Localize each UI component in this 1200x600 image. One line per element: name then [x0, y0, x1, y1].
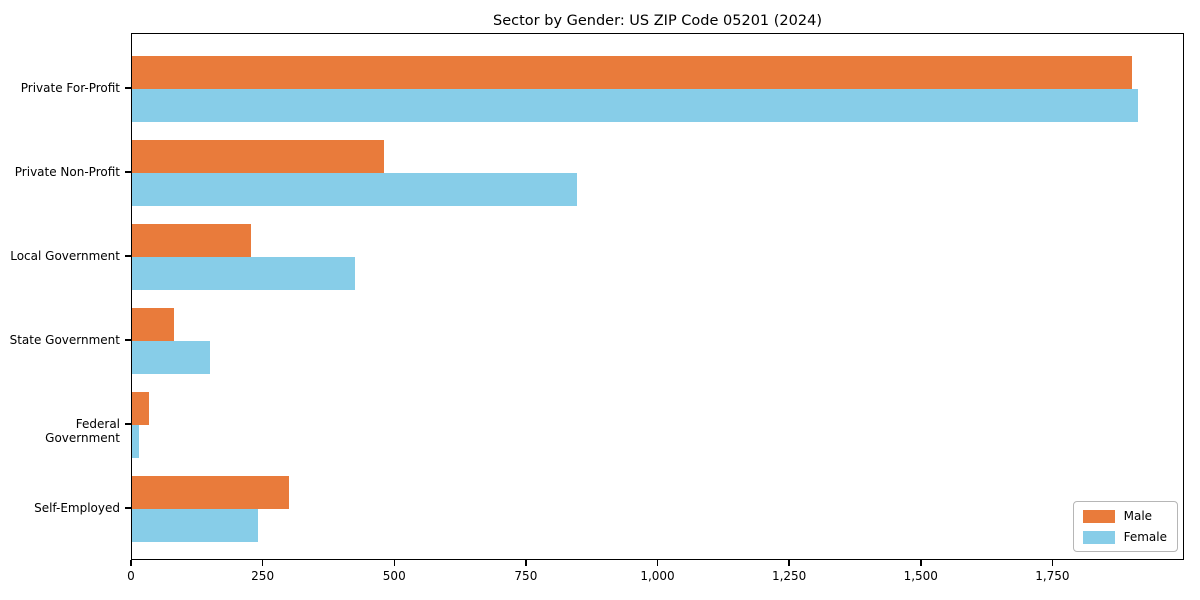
y-axis-label-self-employed: Self-Employed	[34, 501, 120, 515]
x-tick-label: 0	[127, 569, 135, 583]
x-tick	[393, 560, 395, 566]
y-axis-label-state-government: State Government	[9, 333, 120, 347]
male-bar-self-employed	[132, 476, 290, 509]
legend-entry-female: Female	[1082, 530, 1167, 544]
x-tick-label: 500	[382, 569, 406, 583]
x-tick	[788, 560, 790, 566]
legend-label: Male	[1123, 509, 1153, 523]
x-tick-label: 1,000	[640, 569, 675, 583]
y-axis-label-local-government: Local Government	[10, 249, 120, 263]
male-swatch-icon	[1082, 509, 1115, 523]
female-bar-private-non-profit	[132, 173, 577, 206]
male-bar-private-for-profit	[132, 56, 1133, 89]
x-tick	[261, 560, 264, 566]
x-tick	[130, 560, 132, 566]
y-tick	[125, 507, 131, 509]
male-bar-state-government	[132, 308, 174, 341]
y-tick	[125, 339, 131, 341]
male-bar-local-government	[132, 224, 251, 257]
x-tick-label: 250	[251, 569, 275, 583]
female-swatch-icon	[1082, 530, 1115, 544]
x-tick-label: 750	[514, 569, 538, 583]
male-bar-federal-government	[132, 392, 150, 425]
y-tick	[125, 87, 131, 89]
chart-title: Sector by Gender: US ZIP Code 05201 (202…	[493, 13, 822, 29]
x-tick	[656, 560, 659, 566]
legend-entry-male: Male	[1082, 509, 1167, 523]
male-bar-private-non-profit	[132, 140, 384, 173]
x-tick	[920, 560, 922, 566]
y-tick	[125, 423, 131, 425]
female-bar-private-for-profit	[132, 89, 1138, 122]
legend-label: Female	[1123, 530, 1167, 544]
x-tick	[525, 560, 527, 566]
x-tick-label: 1,250	[771, 569, 807, 583]
x-tick	[1051, 560, 1054, 566]
female-bar-state-government	[132, 341, 211, 374]
y-tick	[125, 255, 131, 257]
female-bar-federal-government	[132, 425, 140, 458]
y-tick	[125, 171, 131, 173]
female-bar-local-government	[132, 257, 355, 290]
y-axis-label-private-non-profit: Private Non-Profit	[14, 165, 120, 179]
legend: Male Female	[1072, 501, 1178, 552]
plot-area: Male Female	[131, 33, 1184, 560]
y-axis-label-federal-government: Federal Government	[45, 417, 120, 445]
x-tick-label: 1,750	[1035, 569, 1070, 583]
female-bar-self-employed	[132, 509, 258, 542]
y-axis-label-private-for-profit: Private For-Profit	[20, 81, 120, 95]
x-tick-label: 1,500	[903, 569, 938, 583]
